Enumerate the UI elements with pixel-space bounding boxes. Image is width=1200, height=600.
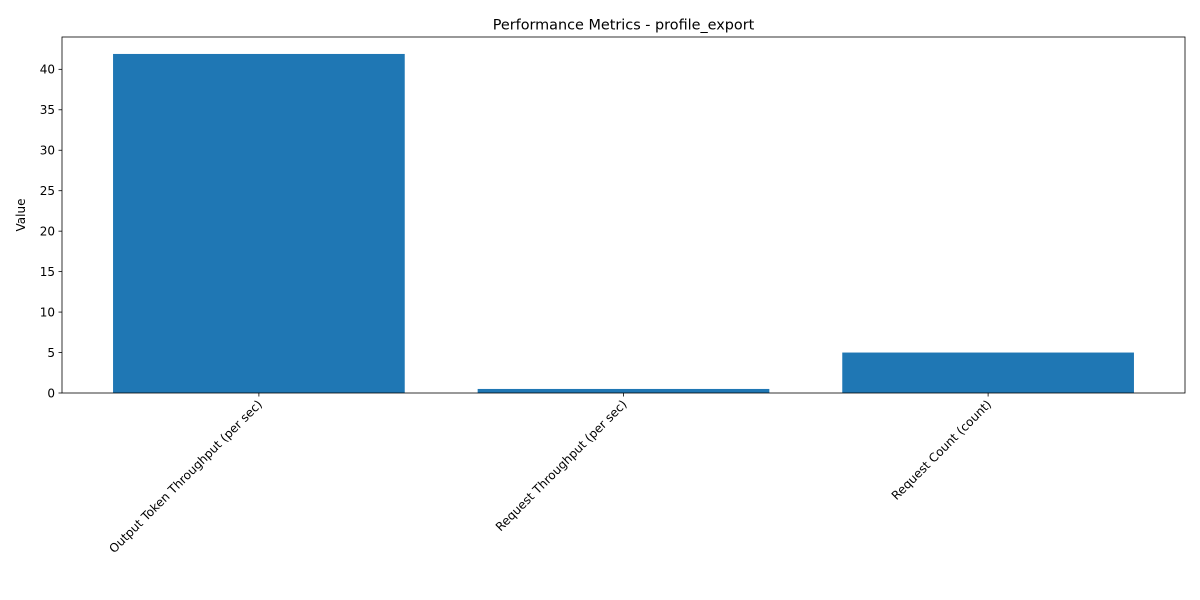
y-tick-label-3: 15	[40, 265, 55, 279]
y-tick-label-4: 20	[40, 224, 55, 238]
y-tick-label-6: 30	[40, 144, 55, 158]
bars-layer	[113, 53, 1134, 393]
y-tick-label-1: 5	[47, 346, 55, 360]
bar-2	[842, 352, 1134, 393]
x-tick-label-2: Request Count (count)	[889, 397, 995, 503]
y-tick-label-0: 0	[47, 386, 55, 400]
chart-title: Performance Metrics - profile_export	[493, 18, 755, 34]
bar-0	[113, 53, 405, 393]
y-tick-label-2: 10	[40, 305, 55, 319]
x-tick-label-0: Output Token Throughput (per sec)	[106, 397, 265, 556]
y-axis-label: Value	[14, 199, 28, 232]
y-tick-label-7: 35	[40, 103, 55, 117]
y-tick-label-8: 40	[40, 63, 55, 77]
x-tick-label-1: Request Throughput (per sec)	[493, 397, 630, 534]
y-tick-label-5: 25	[40, 184, 55, 198]
bar-1	[477, 388, 770, 393]
